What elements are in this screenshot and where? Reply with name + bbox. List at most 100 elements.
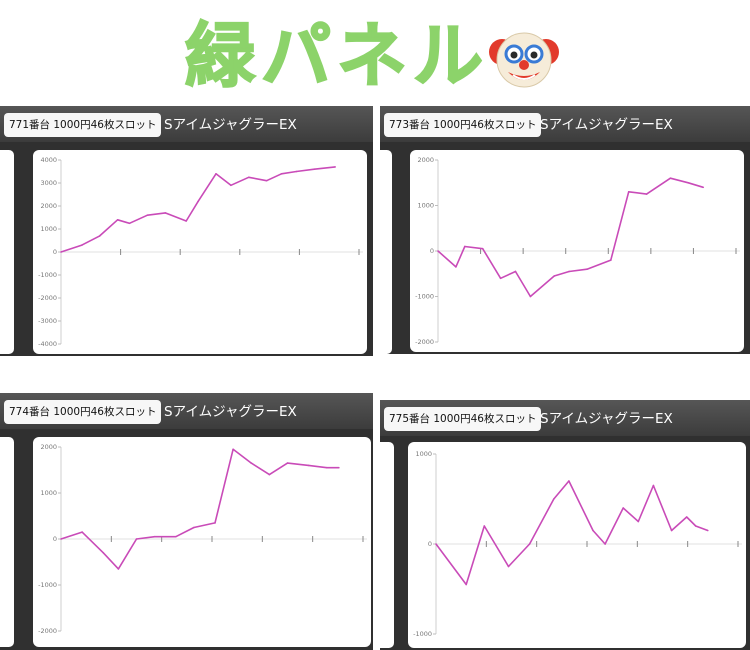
data-point [694, 525, 697, 527]
panel-header: 773番台 1000円46枚スロット SアイムジャグラーEX [380, 106, 750, 142]
chart-panel-774: 774番台 1000円46枚スロット SアイムジャグラーEX 2000 1000 0… [0, 393, 373, 650]
data-point [81, 244, 83, 246]
y-tick-label: -1000 [415, 293, 434, 301]
data-point [197, 200, 199, 203]
chart-panel-773: 773番台 1000円46枚スロット SアイムジャグラーEX 2000 1000 0… [380, 106, 750, 354]
data-point [307, 464, 310, 467]
data-point [685, 516, 688, 518]
page-title: 緑パネル [184, 14, 489, 98]
y-tick-label: -1000 [38, 581, 57, 589]
data-point [514, 270, 517, 273]
data-point [702, 186, 705, 189]
series-line [60, 448, 339, 570]
data-point [286, 462, 289, 464]
y-tick-label: 0 [53, 535, 57, 543]
machine-name: SアイムジャグラーEX [540, 411, 673, 427]
y-tick-label: -2000 [38, 294, 57, 302]
data-point [250, 462, 253, 464]
y-tick-label: 2000 [40, 202, 57, 210]
data-point [128, 222, 131, 225]
data-point [465, 583, 467, 586]
data-point [507, 565, 510, 568]
data-point [645, 193, 648, 195]
data-point [669, 177, 672, 179]
y-tick-label: 0 [428, 540, 432, 548]
data-point [164, 212, 167, 214]
profit-line-chart: 4000 3000 2000 1000 0 -1000 -2000 -3000 -4000 [38, 156, 363, 348]
data-point [313, 168, 316, 170]
data-point [586, 268, 588, 270]
data-point [247, 176, 250, 179]
y-tick-label: 1000 [40, 489, 57, 497]
profit-line-chart: 2000 1000 0 -1000 -2000 [415, 156, 740, 346]
data-point [604, 543, 606, 545]
data-point [265, 179, 268, 182]
profit-line-chart: 2000 1000 0 -1000 -2000 [38, 443, 367, 635]
data-point [193, 526, 195, 529]
y-tick-label: 1000 [417, 202, 434, 210]
side-panel-stub [380, 150, 392, 354]
data-point [481, 247, 484, 250]
series-line [437, 177, 704, 298]
series-line [435, 480, 709, 586]
data-point [174, 535, 177, 538]
machine-number-tag[interactable]: 771番台 1000円46枚スロット [4, 113, 162, 137]
data-point [670, 529, 673, 532]
data-point [135, 538, 138, 540]
y-tick-label: -3000 [38, 317, 57, 325]
data-point [102, 552, 105, 554]
data-point [60, 538, 62, 540]
data-point [627, 191, 630, 193]
machine-number-tag[interactable]: 775番台 1000円46枚スロット [384, 407, 542, 431]
page-header: 緑パネル [0, 0, 750, 100]
side-panel-stub [0, 437, 14, 647]
chart-area: 2000 1000 0 -1000 -2000 [410, 150, 744, 352]
data-point [652, 484, 655, 487]
data-point [707, 529, 709, 532]
y-tick-label: 0 [53, 248, 57, 256]
data-point [268, 473, 271, 476]
machine-name: SアイムジャグラーEX [540, 117, 673, 133]
data-point [153, 535, 156, 538]
data-point [592, 529, 594, 532]
data-point [568, 480, 570, 482]
y-tick-label: -1000 [413, 630, 432, 638]
data-point [464, 245, 466, 248]
data-point [435, 543, 437, 545]
data-point [116, 219, 119, 221]
data-point [483, 525, 486, 527]
y-tick-label: 2000 [40, 443, 57, 451]
data-point [528, 543, 531, 545]
data-point [687, 181, 690, 184]
data-point [529, 295, 532, 298]
data-point [230, 184, 232, 187]
y-tick-label: 1000 [415, 450, 432, 458]
data-point [325, 466, 328, 469]
data-point [637, 520, 640, 523]
data-point [232, 448, 234, 451]
data-point [81, 531, 83, 533]
machine-name: SアイムジャグラーEX [164, 117, 297, 133]
data-point [280, 173, 283, 175]
data-point [146, 214, 149, 216]
machine-number-tag[interactable]: 773番台 1000円46枚スロット [384, 113, 542, 137]
panel-header: 771番台 1000円46枚スロット SアイムジャグラーEX [0, 106, 373, 142]
y-tick-label: -2000 [38, 627, 57, 635]
data-point [117, 568, 120, 570]
data-point [622, 507, 625, 509]
data-point [437, 250, 439, 252]
y-tick-label: -1000 [38, 271, 57, 279]
data-point [185, 220, 187, 222]
data-point [568, 270, 570, 273]
data-point [610, 259, 612, 261]
y-tick-label: 3000 [40, 179, 57, 187]
chart-area: 4000 3000 2000 1000 0 -1000 -2000 -3000 -4000 [33, 150, 367, 354]
data-point [295, 170, 298, 173]
y-tick-label: -2000 [415, 338, 434, 346]
machine-name: SアイムジャグラーEX [164, 404, 297, 420]
y-tick-label: 1000 [40, 225, 57, 233]
data-point [338, 466, 340, 469]
clown-face-icon [489, 32, 559, 88]
machine-number-tag[interactable]: 774番台 1000円46枚スロット [4, 400, 162, 424]
data-point [455, 266, 457, 268]
